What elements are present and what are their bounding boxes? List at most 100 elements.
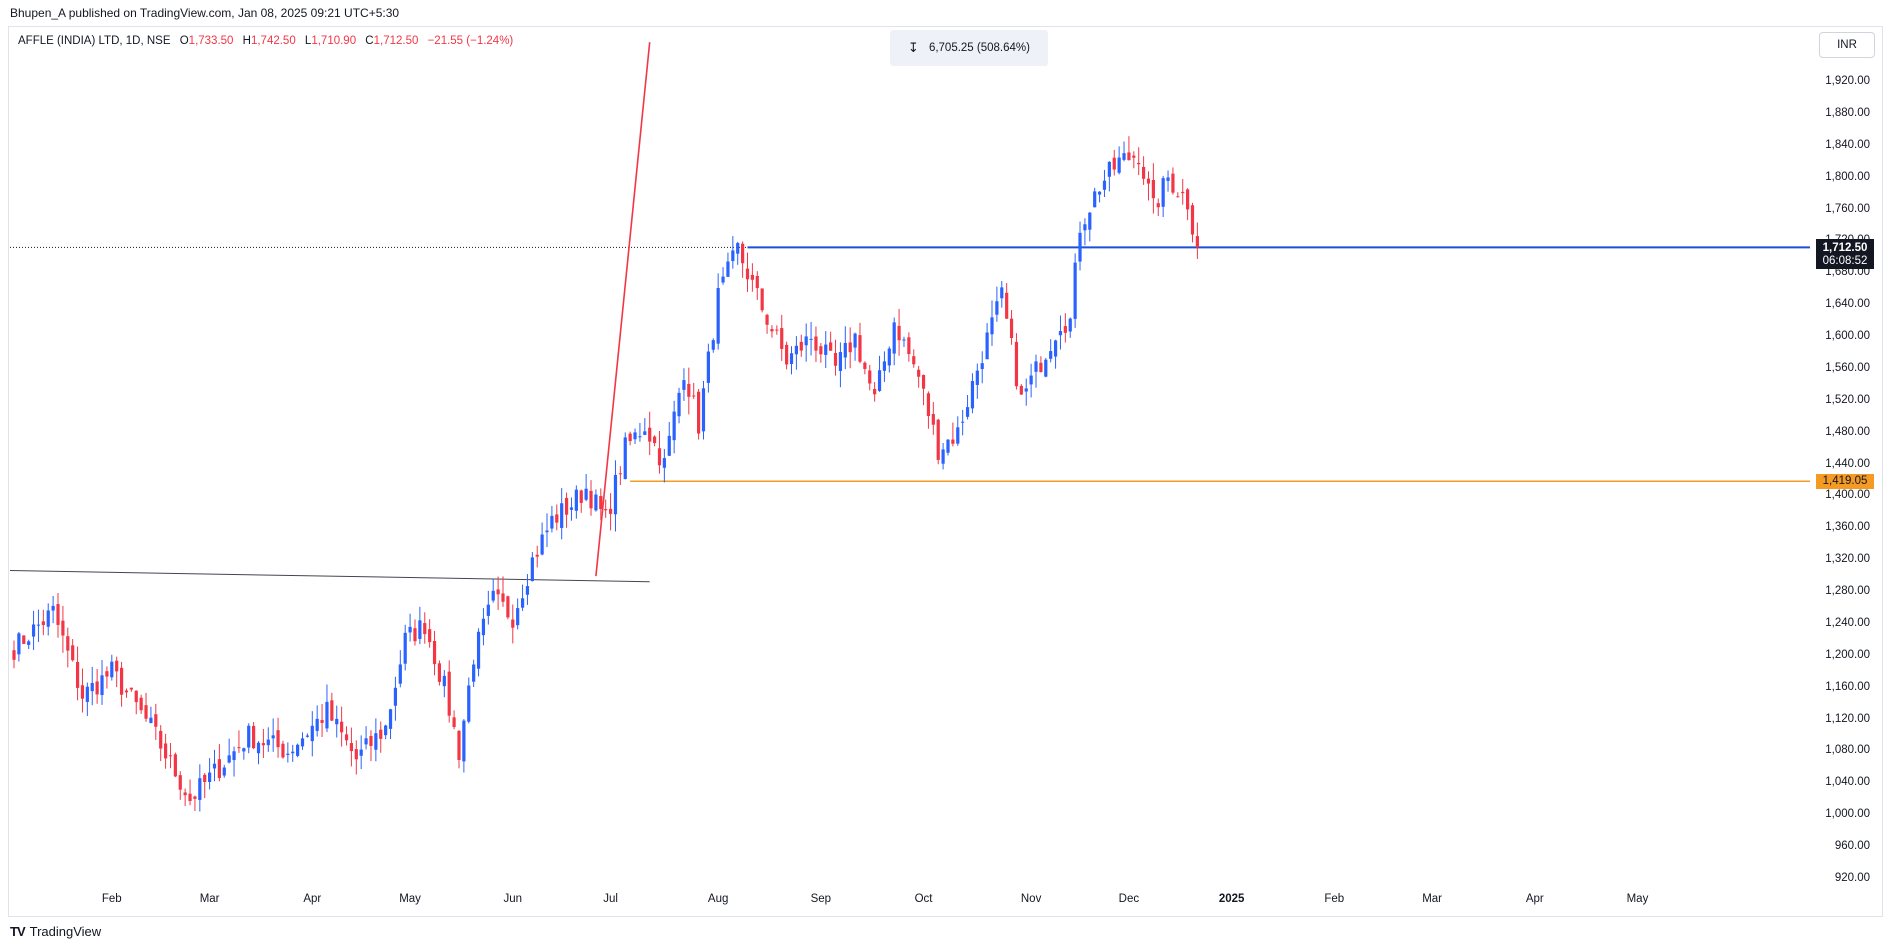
candle-body xyxy=(41,621,45,626)
price-tick-label: 1,400.00 xyxy=(1825,489,1870,502)
candle-body xyxy=(560,503,564,528)
candle-body xyxy=(183,792,187,796)
candle-body xyxy=(325,701,329,729)
candle-body xyxy=(736,243,740,254)
candle-body xyxy=(56,604,60,625)
candle-body xyxy=(569,507,574,510)
time-tick-label: Sep xyxy=(810,893,832,905)
trend-line xyxy=(595,42,651,577)
candle-body xyxy=(462,720,466,762)
currency-button[interactable]: INR xyxy=(1819,32,1875,58)
candle-body xyxy=(589,490,593,509)
price-tick-label: 1,600.00 xyxy=(1825,330,1870,343)
time-tick-label: Apr xyxy=(1525,893,1544,905)
candle-body xyxy=(755,275,759,289)
candle-body xyxy=(330,700,334,721)
time-tick-label: Jun xyxy=(503,893,523,905)
candle-body xyxy=(917,369,921,377)
candle-body xyxy=(701,388,706,432)
candle-body xyxy=(540,534,544,555)
time-tick-label: Dec xyxy=(1118,893,1140,905)
measure-range-icon: ↧ xyxy=(908,40,919,55)
candle-body xyxy=(853,333,857,348)
candle-body xyxy=(921,374,926,389)
close-value: 1,712.50 xyxy=(373,35,419,47)
price-tick-label: 1,760.00 xyxy=(1825,202,1870,215)
symbol-label[interactable]: AFFLE (INDIA) LTD, 1D, NSE xyxy=(18,35,171,47)
candle-body xyxy=(271,735,275,739)
open-value: 1,733.50 xyxy=(188,35,234,47)
high-value: 1,742.50 xyxy=(250,35,296,47)
price-tick-label: 1,360.00 xyxy=(1825,521,1870,534)
candle-body xyxy=(1190,205,1195,235)
candle-body xyxy=(760,288,764,311)
candle-body xyxy=(926,393,931,417)
drawings xyxy=(9,42,1810,583)
candle-body xyxy=(1093,191,1097,208)
candle-body xyxy=(281,743,285,758)
candle-body xyxy=(188,793,192,802)
candle-body xyxy=(941,449,945,464)
candle-body xyxy=(1078,232,1082,262)
candle-body xyxy=(550,515,554,529)
candle-body xyxy=(931,413,935,425)
last-price-value: 1,712.50 xyxy=(1822,242,1868,255)
candle-body xyxy=(247,725,251,748)
candle-body xyxy=(27,641,31,645)
candle-body xyxy=(379,729,383,739)
time-tick-label: Feb xyxy=(1324,893,1345,905)
time-tick-label: Nov xyxy=(1020,893,1042,905)
candle-body xyxy=(897,325,901,341)
candle-body xyxy=(1058,331,1063,336)
tradingview-logo[interactable]: TV TradingView xyxy=(10,924,101,939)
candle-body xyxy=(266,739,270,746)
candle-body xyxy=(1097,191,1102,195)
candle-body xyxy=(902,339,906,341)
candle-body xyxy=(432,641,437,665)
candle-body xyxy=(193,796,197,799)
candle-body xyxy=(17,633,21,655)
candle-body xyxy=(877,370,882,391)
support-price-tag: 1,419.05 xyxy=(1816,474,1874,490)
candle-body xyxy=(785,344,789,365)
candle-body xyxy=(555,514,559,523)
candle-body xyxy=(1137,162,1141,165)
candle-body xyxy=(638,436,642,438)
candle-body xyxy=(1166,177,1170,181)
candle-body xyxy=(1083,224,1087,231)
candle-body xyxy=(364,738,368,745)
candle-body xyxy=(1186,189,1190,210)
candle-body xyxy=(481,618,486,636)
candle-body xyxy=(863,362,867,369)
candle-body xyxy=(1156,203,1160,208)
time-tick-label: 2025 xyxy=(1218,893,1245,905)
candle-body xyxy=(232,751,236,761)
measure-label[interactable]: ↧ 6,705.25 (508.64%) xyxy=(890,30,1048,66)
candle-body xyxy=(1014,341,1019,387)
candle-body xyxy=(1107,161,1111,177)
candle-body xyxy=(476,631,481,669)
candle-body xyxy=(858,335,862,362)
candle-body xyxy=(799,341,803,351)
candle-body xyxy=(985,332,989,360)
candle-body xyxy=(115,660,119,672)
candle-body xyxy=(1049,351,1053,359)
candle-body xyxy=(291,751,295,754)
candle-body xyxy=(990,317,994,335)
candle-body xyxy=(105,671,109,677)
candle-body xyxy=(374,733,378,750)
candle-body xyxy=(1141,166,1146,179)
candle-body xyxy=(1181,191,1185,194)
candle-body xyxy=(1039,362,1043,373)
candle-body xyxy=(819,346,823,355)
candle-body xyxy=(951,439,955,444)
candle-body xyxy=(22,635,26,644)
candle-body xyxy=(721,276,725,283)
candle-body xyxy=(369,735,373,746)
candle-body xyxy=(305,735,309,737)
time-tick-label: Mar xyxy=(199,893,220,905)
time-tick-label: Aug xyxy=(707,893,729,905)
candle-body xyxy=(467,685,471,722)
price-tick-label: 1,240.00 xyxy=(1825,616,1870,629)
